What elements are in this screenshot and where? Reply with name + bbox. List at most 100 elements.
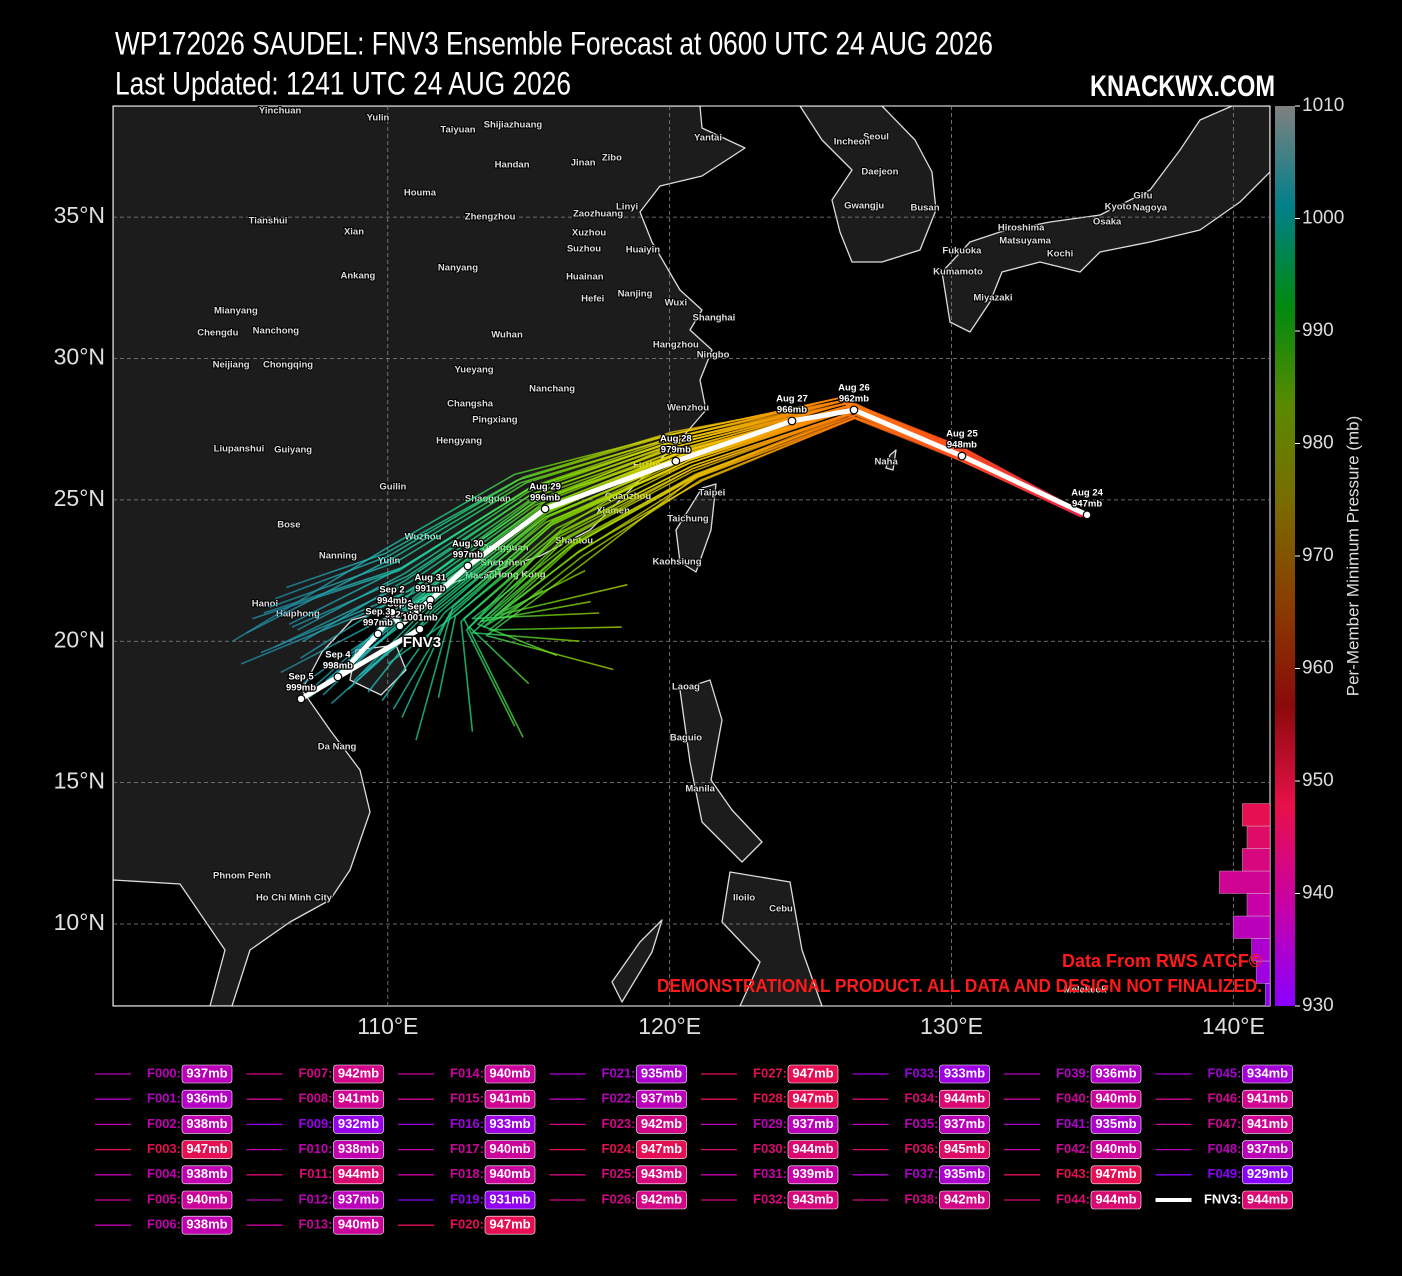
city-label: Taipei xyxy=(699,488,726,499)
legend-pressure: 942mb xyxy=(944,1191,985,1206)
point-date: Aug 31 xyxy=(415,572,447,583)
legend-box xyxy=(333,1064,384,1084)
legend-box xyxy=(939,1089,990,1109)
colorbar-tick-label: 990 xyxy=(1302,320,1334,341)
subtitle: Last Updated: 1241 UTC 24 AUG 2026 xyxy=(115,65,571,101)
city-label: Taichung xyxy=(667,514,709,525)
legend-box xyxy=(181,1140,233,1159)
city-label: Pingxiang xyxy=(472,415,518,426)
legend-name: F006: xyxy=(147,1217,181,1232)
legend-box xyxy=(636,1190,687,1210)
fnv3-point xyxy=(787,416,797,426)
legend-box xyxy=(787,1140,839,1159)
legend-name: F042: xyxy=(1056,1141,1090,1156)
city-label: Taiyuan xyxy=(440,125,475,136)
legend-box xyxy=(1090,1165,1142,1185)
member-track xyxy=(482,414,1085,628)
legend-name: F002: xyxy=(147,1116,181,1131)
city-label: Matsuyama xyxy=(999,235,1051,246)
histogram-bar xyxy=(1265,983,1270,1006)
legend-box xyxy=(939,1165,990,1185)
legend-name: F008: xyxy=(299,1091,333,1106)
city-label: Gifu xyxy=(1133,190,1152,201)
legend-pressure: 941mb xyxy=(489,1091,530,1106)
lat-tick-label: 35°N xyxy=(54,202,105,228)
map-layer: Yinchuan Yulin Taiyuan Shijiazhuang Handan Ji… xyxy=(113,106,1270,1006)
city-label: Guilin xyxy=(379,481,406,492)
legend-box xyxy=(1090,1140,1142,1159)
city-label: Melekeok xyxy=(1064,984,1107,995)
legend-pressure: 947mb xyxy=(489,1217,530,1232)
point-pressure: 948mb xyxy=(947,440,977,451)
city-label: Miyazaki xyxy=(973,293,1012,304)
city-label: Zhengzhou xyxy=(465,212,516,223)
histogram-bar xyxy=(1242,803,1270,827)
lon-tick-label: 120°E xyxy=(638,1013,701,1039)
point-date: Aug 30 xyxy=(452,539,484,550)
histogram-bar xyxy=(1232,915,1270,939)
legend-pressure: 947mb xyxy=(641,1141,682,1156)
legend-name: F020: xyxy=(450,1217,484,1232)
legend-pressure: 931mb xyxy=(489,1191,530,1206)
legend-pressure: 944mb xyxy=(1247,1191,1288,1206)
lon-tick-label: 140°E xyxy=(1202,1013,1265,1039)
legend-box xyxy=(484,1064,536,1084)
lon-tick-label: 110°E xyxy=(357,1013,418,1039)
legend-name: F018: xyxy=(450,1166,484,1181)
legend-pressure: 944mb xyxy=(792,1141,833,1156)
legend-box xyxy=(181,1215,233,1235)
basemap xyxy=(113,106,1270,1006)
legend-box xyxy=(484,1190,536,1210)
legend-name: F009: xyxy=(299,1116,333,1131)
legend-box xyxy=(636,1165,687,1185)
city-label: Chongqing xyxy=(263,360,313,371)
point-pressure: 991mb xyxy=(415,583,445,594)
legend-name: F034: xyxy=(905,1091,939,1106)
fnv3-point xyxy=(463,561,473,571)
brand: KNACKWX.COM xyxy=(1090,70,1275,103)
city-label: Nanjing xyxy=(618,289,653,300)
city-label: Neijiang xyxy=(213,360,250,371)
legend-box xyxy=(1242,1064,1293,1084)
fnv3-point xyxy=(540,504,550,514)
city-label: Linyi xyxy=(616,201,638,212)
legend-name: F025: xyxy=(602,1166,636,1181)
legend-name: F046: xyxy=(1208,1091,1242,1106)
legend-pressure: 932mb xyxy=(338,1116,379,1131)
legend-name: F007: xyxy=(299,1065,333,1080)
member-track xyxy=(246,400,1082,634)
legend-box xyxy=(333,1089,384,1109)
legend-box xyxy=(939,1140,990,1159)
annotation: Data From RWS ATCF© xyxy=(1062,951,1262,971)
legend-name: F013: xyxy=(299,1217,333,1232)
city-label: Cebu xyxy=(769,904,793,915)
legend-name: F023: xyxy=(602,1116,636,1131)
point-date: Sep 4 xyxy=(325,649,351,660)
legend-name: F045: xyxy=(1208,1065,1242,1080)
legend-box xyxy=(333,1165,384,1185)
city-label: Ningbo xyxy=(697,350,730,361)
fnv3-point xyxy=(957,451,967,461)
legend-box xyxy=(484,1215,536,1235)
legend-box xyxy=(1090,1064,1142,1084)
city-label: Nagoya xyxy=(1133,203,1168,214)
legend-pressure: 937mb xyxy=(944,1116,985,1131)
city-label: Wuhan xyxy=(491,330,523,341)
lat-tick-label: 25°N xyxy=(54,485,105,511)
fnv3-label: FNV3 xyxy=(403,634,441,651)
point-pressure: 979mb xyxy=(661,445,691,456)
point-pressure: 997mb xyxy=(453,550,483,561)
legend-box xyxy=(787,1165,839,1185)
colorbar-tick-label: 960 xyxy=(1302,658,1334,679)
legend-pressure: 935mb xyxy=(944,1166,985,1181)
legend-pressure: 935mb xyxy=(641,1065,682,1080)
city-label: Huainan xyxy=(566,272,604,283)
city-label: Nanyang xyxy=(438,263,478,274)
legend-name: FNV3: xyxy=(1204,1191,1242,1206)
legend-name: F029: xyxy=(753,1116,787,1131)
legend-pressure: 941mb xyxy=(338,1091,379,1106)
legend-name: F038: xyxy=(905,1191,939,1206)
point-date: Aug 24 xyxy=(1071,487,1103,498)
city-label: Manila xyxy=(685,784,715,795)
legend-name: F043: xyxy=(1056,1166,1090,1181)
